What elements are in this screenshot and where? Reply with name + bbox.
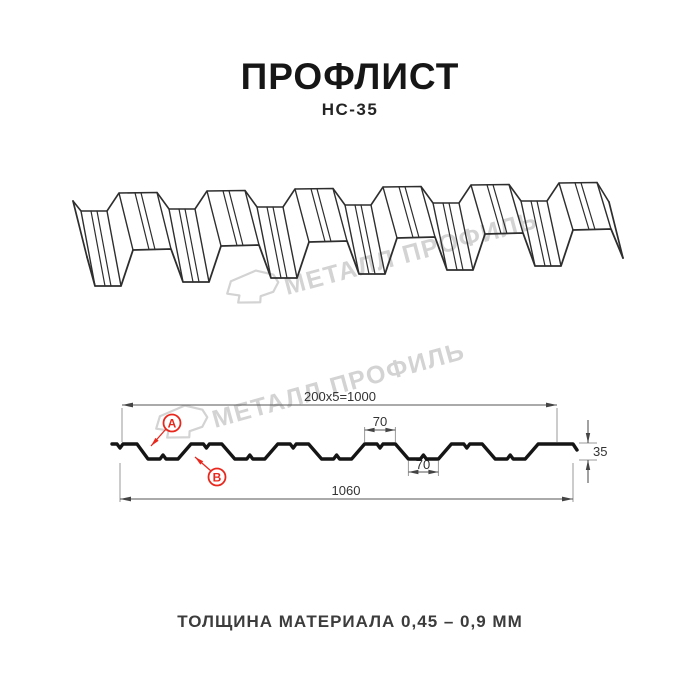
sheet-fold-line bbox=[316, 188, 332, 243]
sheet-fold-line bbox=[492, 184, 508, 235]
arrowhead bbox=[120, 496, 131, 502]
sheet-fold-line bbox=[294, 188, 310, 243]
sheet-fold-line bbox=[442, 202, 458, 271]
callout-a-label: A bbox=[168, 416, 177, 430]
dim-overall-modules: 200x5=1000 bbox=[304, 389, 376, 404]
arrowhead bbox=[546, 402, 557, 408]
sheet-fold-line bbox=[168, 208, 184, 283]
sheet-fold-line bbox=[156, 191, 172, 250]
arrowhead bbox=[364, 427, 375, 433]
sheet-fold-line bbox=[398, 186, 414, 239]
sheet-fold-line bbox=[184, 208, 200, 283]
dim-profile-height: 35 bbox=[593, 444, 607, 459]
sheet-fold-line bbox=[178, 208, 194, 283]
metall-profil-logo-icon bbox=[155, 404, 209, 439]
sheet-fold-line bbox=[432, 202, 448, 271]
sheet-fold-line bbox=[354, 204, 370, 275]
callout-b-label: B bbox=[213, 470, 222, 484]
sheet-fold-line bbox=[596, 181, 612, 230]
watermark-text-upper: МЕТАЛЛ ПРОФИЛЬ bbox=[281, 206, 541, 301]
sheet-fold-line bbox=[272, 206, 288, 279]
callout-b-circle bbox=[207, 467, 227, 487]
sheet-fold-line bbox=[140, 192, 156, 251]
sheet-fold-line bbox=[80, 210, 96, 287]
sheet-fold-line bbox=[118, 192, 134, 251]
dim-top-flat: 70 bbox=[373, 414, 387, 429]
page-title: ПРОФЛИСТ bbox=[240, 56, 460, 97]
arrowhead bbox=[585, 460, 591, 470]
material-thickness-caption: ТОЛЩИНА МАТЕРИАЛА 0,45 – 0,9 ММ bbox=[177, 612, 523, 631]
dim-bottom-flat: 70 bbox=[416, 457, 430, 472]
sheet-fold-line bbox=[106, 210, 122, 287]
sheet-fold-line bbox=[420, 185, 436, 238]
sheet-fold-line bbox=[404, 186, 420, 239]
sheet-fold-line bbox=[228, 190, 244, 247]
arrowhead bbox=[562, 496, 573, 502]
sheet-fold-line bbox=[508, 183, 524, 234]
callout-labels: A B bbox=[150, 413, 227, 487]
watermark-upper: МЕТАЛЛ ПРОФИЛЬ bbox=[226, 206, 541, 304]
sheet-fold-line bbox=[72, 200, 88, 258]
sheet-fold-line bbox=[448, 202, 464, 271]
sheet-fold-line bbox=[206, 190, 222, 247]
arrowhead bbox=[428, 469, 439, 475]
sheet-fold-line bbox=[222, 190, 238, 247]
arrowhead bbox=[122, 402, 133, 408]
sheet-3d-linework bbox=[72, 181, 624, 287]
sheet-fold-line bbox=[382, 186, 398, 239]
sheet-fold-line bbox=[530, 200, 546, 267]
sheet-fold-line bbox=[256, 206, 272, 279]
dim-overall-width: 1060 bbox=[332, 483, 361, 498]
sheet-fold-line bbox=[134, 192, 150, 251]
sheet-fold-line bbox=[266, 206, 282, 279]
metall-profil-logo-icon bbox=[226, 269, 280, 304]
profile-outline bbox=[110, 442, 579, 461]
sheet-fold-line bbox=[580, 182, 596, 231]
sheet-fold-line bbox=[520, 200, 536, 267]
sheet-fold-line bbox=[96, 210, 112, 287]
sheet-fold-line bbox=[574, 182, 590, 231]
sheet-fold-line bbox=[90, 210, 106, 287]
sheet-fold-line bbox=[282, 206, 298, 279]
cross-section-drawing: МЕТАЛЛ ПРОФИЛЬ 200x5=1000 1060 70 bbox=[110, 337, 607, 502]
sheet-3d-view: МЕТАЛЛ ПРОФИЛЬ bbox=[72, 181, 624, 304]
arrowhead bbox=[151, 437, 159, 446]
arrowhead bbox=[408, 469, 419, 475]
sheet-fold-line bbox=[608, 201, 624, 259]
sheet-fold-line bbox=[536, 200, 552, 267]
sheet-fold-line bbox=[558, 182, 574, 231]
sheet-fold-line bbox=[370, 204, 386, 275]
sheet-fold-line bbox=[344, 204, 360, 275]
sheet-fold-line bbox=[546, 200, 562, 267]
sheet-fold-line bbox=[332, 187, 348, 242]
arrowhead bbox=[585, 433, 591, 443]
sheet-edge bbox=[72, 181, 610, 212]
arrowhead bbox=[385, 427, 396, 433]
sheet-fold-line bbox=[244, 189, 260, 246]
callout-a-circle bbox=[162, 413, 182, 433]
sheet-fold-line bbox=[194, 208, 210, 283]
watermark-text-lower: МЕТАЛЛ ПРОФИЛЬ bbox=[209, 337, 468, 434]
arrowhead bbox=[195, 457, 204, 465]
sheet-fold-line bbox=[458, 202, 474, 271]
sheet-fold-line bbox=[310, 188, 326, 243]
sheet-edge bbox=[86, 228, 624, 287]
sheet-fold-line bbox=[486, 184, 502, 235]
sheet-fold-line bbox=[470, 184, 486, 235]
sheet-fold-line bbox=[360, 204, 376, 275]
profile-model-subtitle: НС-35 bbox=[321, 100, 379, 119]
